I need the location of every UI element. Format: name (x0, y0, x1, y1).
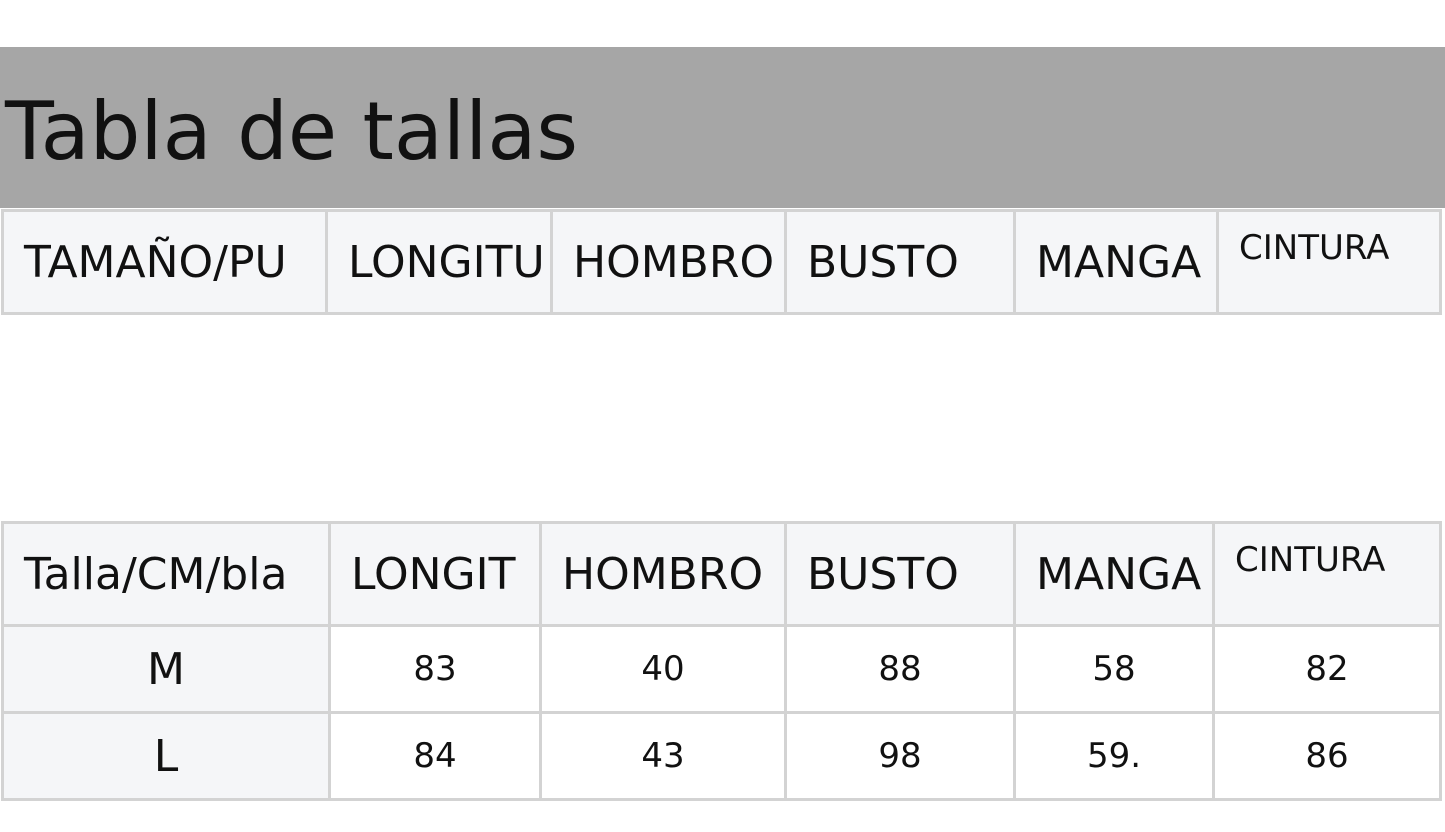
cell: M (1, 624, 331, 714)
title-banner: Tabla de tallas (0, 47, 1445, 208)
size-table-header: TAMAÑO/PU LONGITU HOMBRO BUSTO MANGA CINTURA (1, 209, 1442, 315)
data-row: M 83 40 88 58 82 (1, 624, 1442, 714)
cell: 83 (328, 624, 542, 714)
cell: MANGA (1013, 209, 1219, 315)
cell: 84 (328, 711, 542, 801)
cell: CINTURA (1216, 209, 1442, 315)
cell: 58 (1013, 624, 1215, 714)
cell: L (1, 711, 331, 801)
cell: TAMAÑO/PU (1, 209, 328, 315)
cell: 98 (784, 711, 1016, 801)
cell: 88 (784, 624, 1016, 714)
cell: 40 (539, 624, 787, 714)
cell: 86 (1212, 711, 1442, 801)
cell: HOMBRO (539, 521, 787, 627)
cell: CINTURA (1212, 521, 1442, 627)
header-row: TAMAÑO/PU LONGITU HOMBRO BUSTO MANGA CINTURA (1, 209, 1442, 315)
cell: 82 (1212, 624, 1442, 714)
cell: LONGIT (328, 521, 542, 627)
cell: 43 (539, 711, 787, 801)
cell: BUSTO (784, 521, 1016, 627)
data-row: L 84 43 98 59. 86 (1, 711, 1442, 801)
cell: LONGITU (325, 209, 553, 315)
cell: MANGA (1013, 521, 1215, 627)
title: Tabla de tallas (5, 85, 579, 178)
header-row: Talla/CM/bla LONGIT HOMBRO BUSTO MANGA CINTUR… (1, 521, 1442, 627)
size-table: Talla/CM/bla LONGIT HOMBRO BUSTO MANGA CINTUR… (1, 521, 1442, 801)
cell: BUSTO (784, 209, 1016, 315)
cell: Talla/CM/bla (1, 521, 331, 627)
cell: HOMBRO (550, 209, 787, 315)
cell: 59. (1013, 711, 1215, 801)
